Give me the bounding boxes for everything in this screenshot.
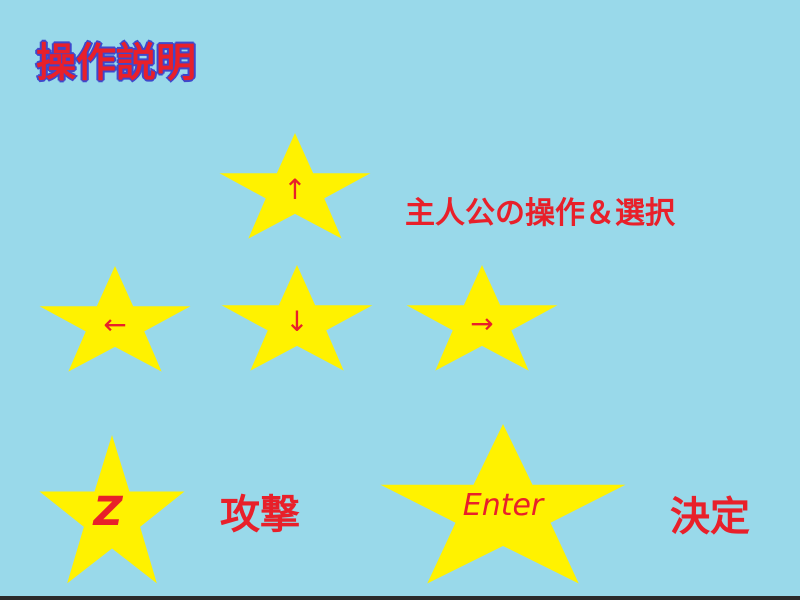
star-icon <box>380 424 626 584</box>
z-key-label: Z <box>93 489 123 535</box>
down-key-star: ↓ <box>220 265 374 379</box>
enter-key-star: Enter <box>378 424 628 596</box>
confirm-label: 決定 <box>670 494 750 540</box>
page-title: 操作説明 <box>35 39 197 87</box>
down-arrow-icon: ↓ <box>285 305 309 338</box>
up-arrow-icon: ↑ <box>283 173 307 206</box>
left-key-star: ← <box>38 266 192 380</box>
move-select-label: 主人公の操作＆選択 <box>405 196 675 231</box>
star-icon <box>39 266 191 372</box>
right-arrow-icon: → <box>470 307 494 340</box>
left-arrow-icon: ← <box>103 308 127 341</box>
z-key-star: Z <box>38 435 186 595</box>
star-icon <box>39 435 185 584</box>
bottom-border <box>0 596 800 600</box>
enter-key-label: Enter <box>462 488 544 523</box>
star-icon <box>221 265 373 371</box>
star-icon <box>406 265 558 371</box>
right-key-star: → <box>405 265 559 379</box>
star-icon <box>219 133 371 239</box>
attack-label: 攻撃 <box>220 492 300 538</box>
up-key-star: ↑ <box>218 133 372 247</box>
